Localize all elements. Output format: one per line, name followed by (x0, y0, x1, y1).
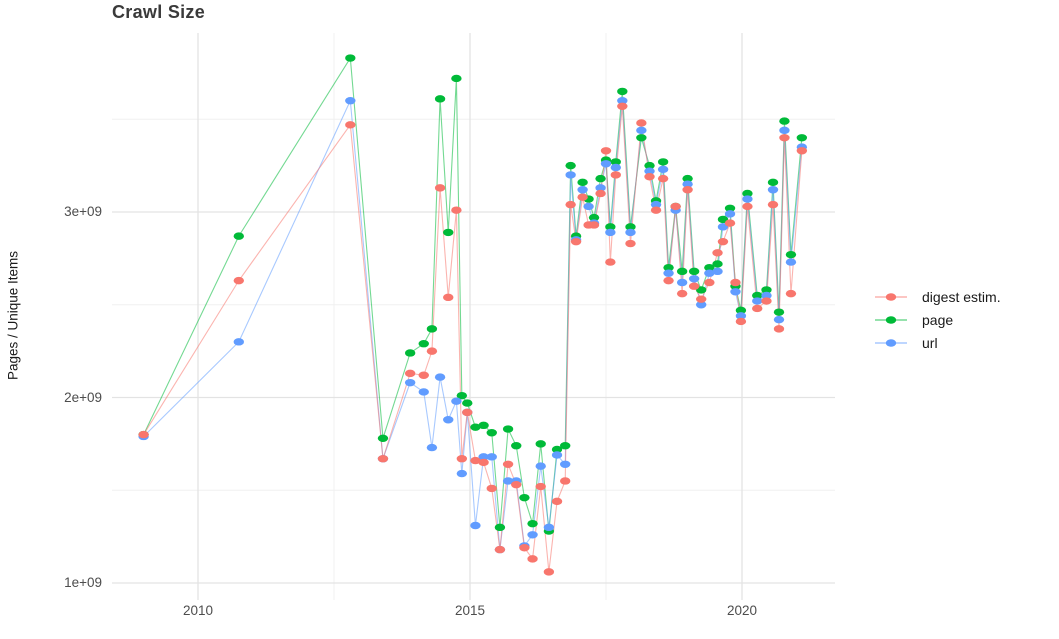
x-tick-label: 2020 (726, 603, 758, 618)
legend-item-digest: digest estim. (874, 289, 1001, 305)
x-tick-label: 2010 (182, 603, 214, 618)
legend-item-page: page (874, 312, 1001, 328)
legend-key-page-icon (875, 316, 907, 324)
y-tick-label: 2e+09 (64, 389, 102, 405)
legend: digest estim. page url (874, 289, 1001, 351)
x-tick-label: 2015 (454, 603, 486, 618)
legend-key-url-icon (875, 339, 907, 347)
y-tick-label: 1e+09 (64, 575, 102, 590)
y-tick-label: 3e+09 (64, 204, 102, 219)
legend-label: digest estim. (922, 289, 1001, 305)
chart-title: Crawl Size (112, 2, 206, 22)
legend-item-url: url (874, 335, 1001, 351)
legend-key-digest-icon (875, 293, 907, 301)
legend-label: page (922, 312, 954, 328)
legend-label: url (922, 335, 938, 351)
